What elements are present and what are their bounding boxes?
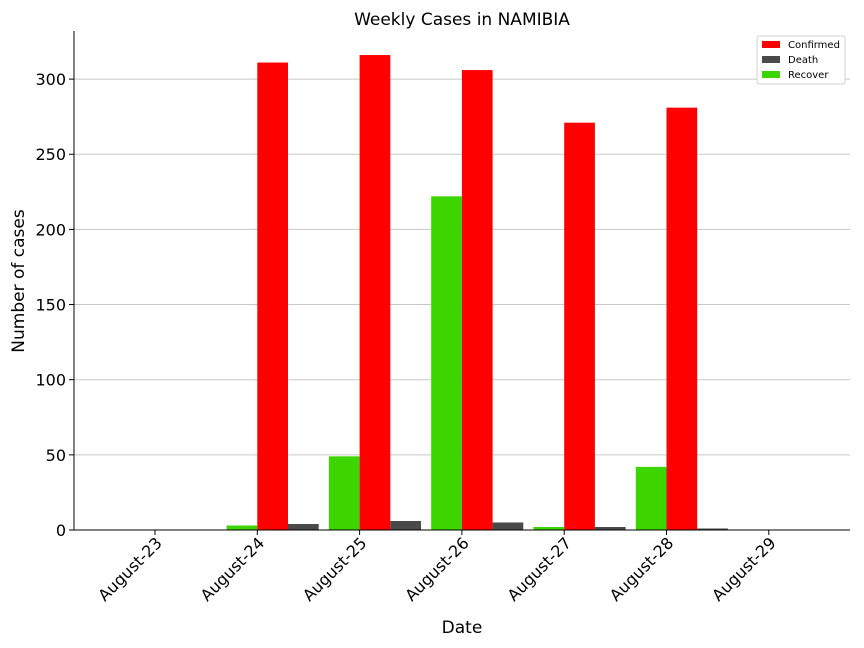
bar-confirmed-august-24	[257, 62, 288, 531]
x-tick-label: August-25	[299, 533, 371, 605]
legend-label-recover: Recover	[788, 70, 829, 81]
bar-death-august-28	[697, 528, 728, 530]
x-tick-label: August-26	[401, 533, 473, 605]
x-axis-label: Date	[442, 618, 483, 638]
y-tick-label: 100	[35, 371, 66, 390]
bar-recover-august-28	[635, 466, 667, 530]
legend-label-death: Death	[788, 55, 818, 66]
x-ticks: August-23 August-24 August-25 August-26 Augu…	[94, 530, 780, 605]
bar-death-august-27	[594, 526, 626, 530]
legend-swatch-death	[762, 56, 780, 63]
y-tick-label: 200	[35, 220, 66, 239]
legend: Confirmed Death Recover	[756, 35, 846, 85]
x-tick-label: August-28	[606, 533, 678, 605]
x-tick-label: August-23	[94, 533, 166, 605]
bar-death-august-26	[492, 522, 524, 530]
bar-confirmed-august-28	[666, 107, 698, 531]
y-axis-label: Number of cases	[9, 209, 29, 353]
x-tick-label: August-27	[504, 533, 576, 605]
bar-death-august-24	[288, 523, 319, 530]
legend-swatch-recover	[762, 71, 780, 78]
y-tick-label: 150	[35, 296, 66, 315]
bar-confirmed-august-25	[359, 55, 391, 531]
bar-recover-august-24	[226, 525, 258, 530]
bar-confirmed-august-27	[564, 122, 595, 531]
bar-recover-august-25	[328, 456, 360, 530]
bar-recover-august-27	[533, 526, 565, 530]
y-tick-label: 50	[46, 446, 66, 465]
y-ticks: 0 50 100 150 200 250 300	[35, 70, 74, 540]
x-tick-label: August-24	[197, 533, 269, 605]
bar-recover-august-26	[431, 196, 462, 530]
y-tick-label: 250	[35, 145, 66, 164]
legend-swatch-confirmed	[762, 41, 780, 48]
y-tick-label: 300	[35, 70, 66, 89]
bar-death-august-25	[390, 520, 421, 530]
legend-label-confirmed: Confirmed	[788, 40, 840, 51]
y-tick-label: 0	[56, 521, 66, 540]
chart-title: Weekly Cases in NAMIBIA	[354, 10, 570, 30]
x-tick-label: August-29	[708, 533, 780, 605]
bar-confirmed-august-26	[461, 70, 493, 530]
bars-layer	[226, 55, 728, 531]
